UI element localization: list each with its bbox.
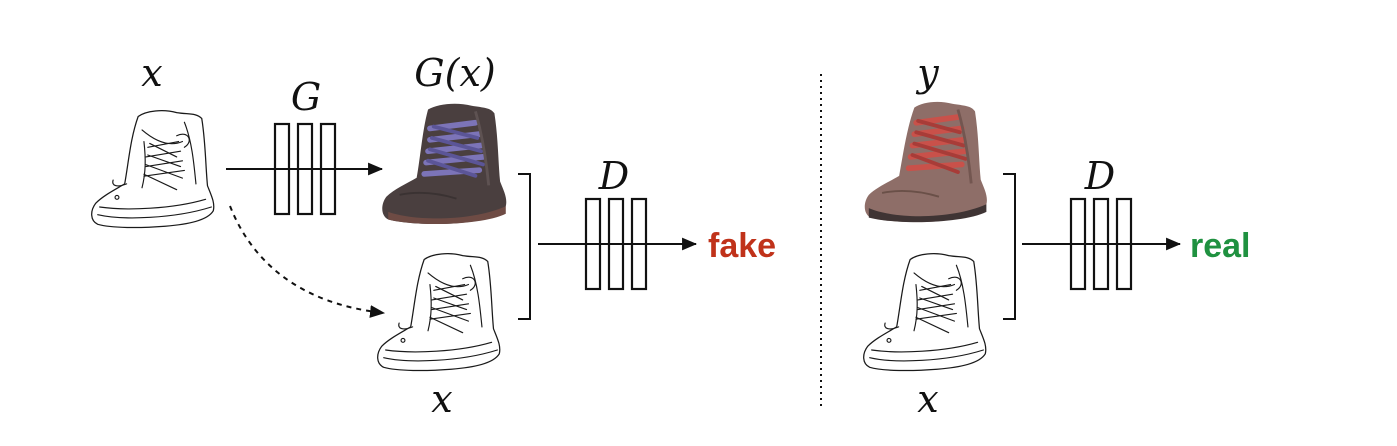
discriminator-label-left: D [598,154,629,198]
real-output-label: real [1190,227,1251,265]
generator-label: G [291,75,321,119]
input-x-label-bottom-right: x [917,377,938,421]
generated-label: G(x) [414,51,495,95]
left-pair-bracket [518,173,531,320]
input-sketch-bottom-left [377,252,501,372]
discriminator-label-right: D [1084,154,1115,198]
target-y-label: y [915,51,939,95]
skip-connection-dashed-arrow [229,205,386,318]
input-x-label-bottom-left: x [431,377,452,421]
fake-output-label: fake [708,227,776,265]
input-sketch-top-left [91,109,215,229]
real-boot-image [865,102,987,222]
input-x-label-top: x [141,51,162,95]
generated-boot-image [382,104,506,224]
input-sketch-bottom-right [863,252,987,372]
right-pair-bracket [1003,173,1016,320]
